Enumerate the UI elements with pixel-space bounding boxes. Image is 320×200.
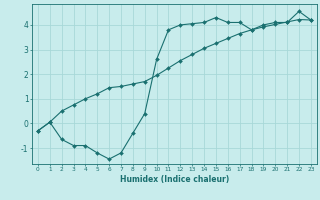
- X-axis label: Humidex (Indice chaleur): Humidex (Indice chaleur): [120, 175, 229, 184]
